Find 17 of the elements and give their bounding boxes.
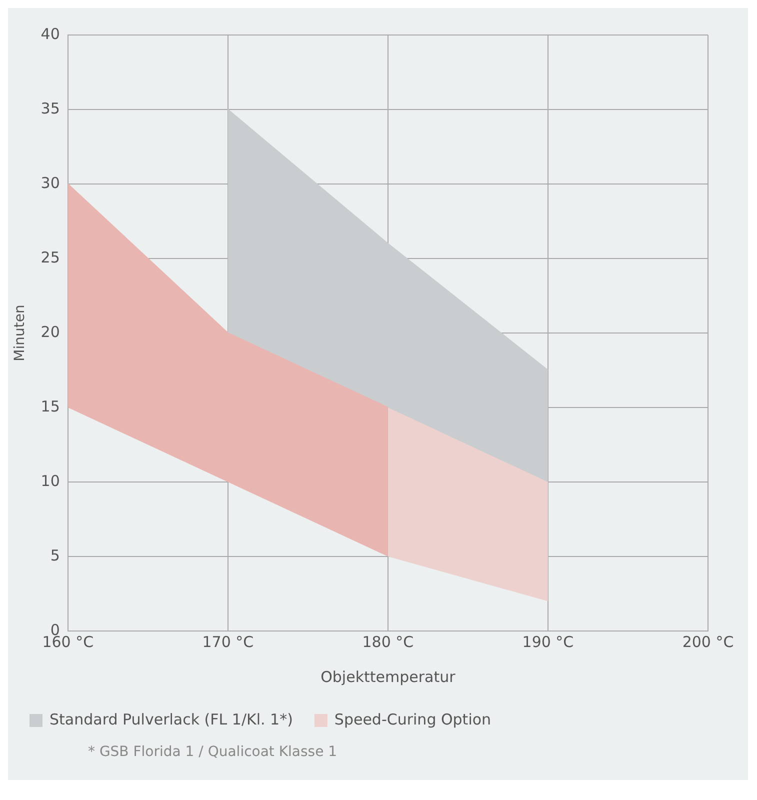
y-tick-label: 25: [40, 248, 60, 266]
x-tick-label: 170 °C: [202, 632, 254, 651]
legend-label: Speed-Curing Option: [334, 710, 492, 728]
x-tick-label: 200 °C: [682, 632, 734, 651]
text: * GSB Florida 1 / Qualicoat Klasse 1: [88, 744, 338, 760]
y-tick-label: 15: [40, 397, 60, 416]
x-tick-label: 190 °C: [522, 632, 574, 651]
x-axis-title: Objekttemperatur: [320, 668, 456, 686]
y-tick-label: 40: [40, 24, 60, 43]
y-axis-title: Minuten: [12, 304, 28, 362]
y-tick-label: 5: [50, 546, 60, 564]
y-tick-label: 10: [40, 472, 60, 490]
legend-label: Standard Pulverlack (FL 1/Kl. 1*): [50, 710, 293, 728]
y-tick-label: 30: [40, 174, 60, 192]
y-tick-label: 35: [40, 99, 60, 118]
x-tick-label: 180 °C: [362, 632, 414, 651]
y-tick-label: 20: [40, 322, 60, 341]
